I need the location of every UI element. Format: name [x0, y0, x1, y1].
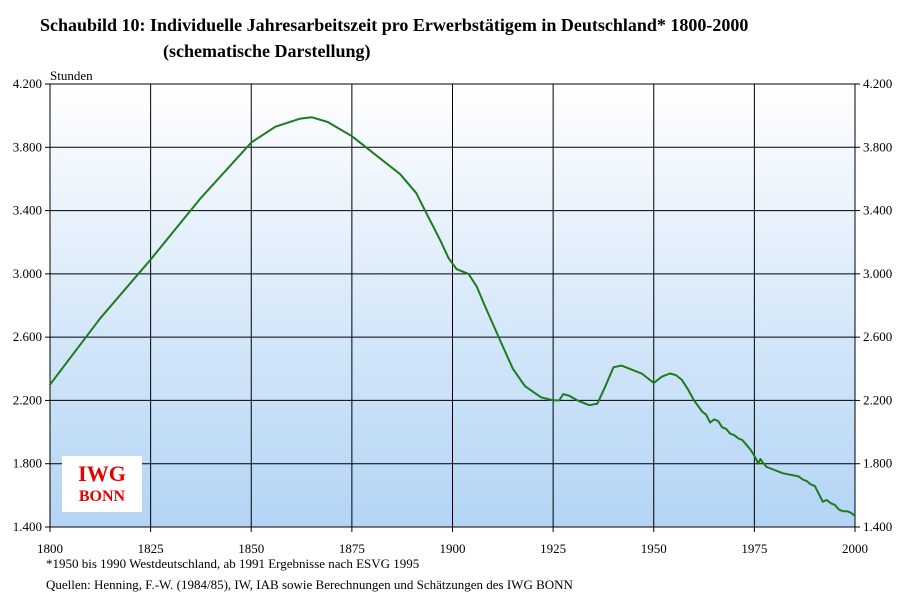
x-tick-label: 1975 [741, 541, 767, 556]
series-group [49, 116, 856, 517]
y-tick-label-right: 2.200 [863, 392, 892, 407]
logo-line2: BONN [78, 488, 126, 505]
y-tick-label-left: 3.000 [13, 266, 42, 281]
y-tick-label-left: 1.800 [13, 456, 42, 471]
ticks: 1800 1825 1850 1875 1900 1925 1950 1975 2000 1.40… [13, 76, 893, 556]
gridlines [50, 84, 855, 527]
x-tick-label: 1825 [138, 541, 164, 556]
series-line-0 [49, 116, 856, 517]
y-tick-label-right: 3.400 [863, 203, 892, 218]
y-tick-label-left: 1.400 [13, 519, 42, 534]
y-tick-label-right: 1.800 [863, 456, 892, 471]
y-tick-label-right: 3.800 [863, 139, 892, 154]
y-tick-label-right: 4.200 [863, 76, 892, 91]
x-tick-label: 1875 [339, 541, 365, 556]
x-tick-label: 2000 [842, 541, 868, 556]
chart-subtitle: (schematische Darstellung) [163, 41, 371, 61]
y-axis-label: Stunden [50, 68, 93, 83]
y-tick-label-left: 2.200 [13, 392, 42, 407]
y-tick-label-left: 4.200 [13, 76, 42, 91]
logo-line1: IWG [78, 461, 126, 486]
y-tick-label-right: 3.000 [863, 266, 892, 281]
x-tick-label: 1950 [641, 541, 667, 556]
x-tick-label: 1925 [540, 541, 566, 556]
y-tick-label-right: 2.600 [863, 329, 892, 344]
x-tick-label: 1850 [238, 541, 264, 556]
y-tick-label-left: 2.600 [13, 329, 42, 344]
source-note: Quellen: Henning, F.-W. (1984/85), IW, I… [46, 577, 573, 592]
y-tick-label-left: 3.400 [13, 203, 42, 218]
y-tick-label-right: 1.400 [863, 519, 892, 534]
y-tick-label-left: 3.800 [13, 139, 42, 154]
x-tick-label: 1900 [440, 541, 466, 556]
iwg-logo: IWG BONN [62, 456, 142, 512]
x-tick-label: 1800 [37, 541, 63, 556]
chart-title: Schaubild 10: Individuelle Jahresarbeits… [40, 15, 749, 35]
footnote: *1950 bis 1990 Westdeutschland, ab 1991 … [46, 556, 420, 571]
